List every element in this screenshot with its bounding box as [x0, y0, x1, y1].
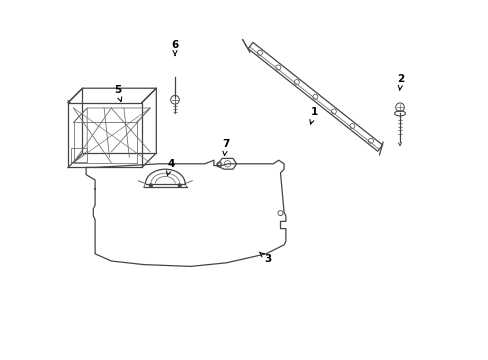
Text: 5: 5 [114, 85, 122, 102]
Text: 4: 4 [166, 159, 174, 175]
Text: 3: 3 [259, 252, 271, 264]
Circle shape [149, 184, 152, 187]
Circle shape [178, 184, 181, 187]
Text: 7: 7 [222, 139, 229, 156]
Text: 2: 2 [397, 74, 404, 90]
Text: 1: 1 [309, 107, 318, 124]
Text: 6: 6 [171, 40, 178, 55]
